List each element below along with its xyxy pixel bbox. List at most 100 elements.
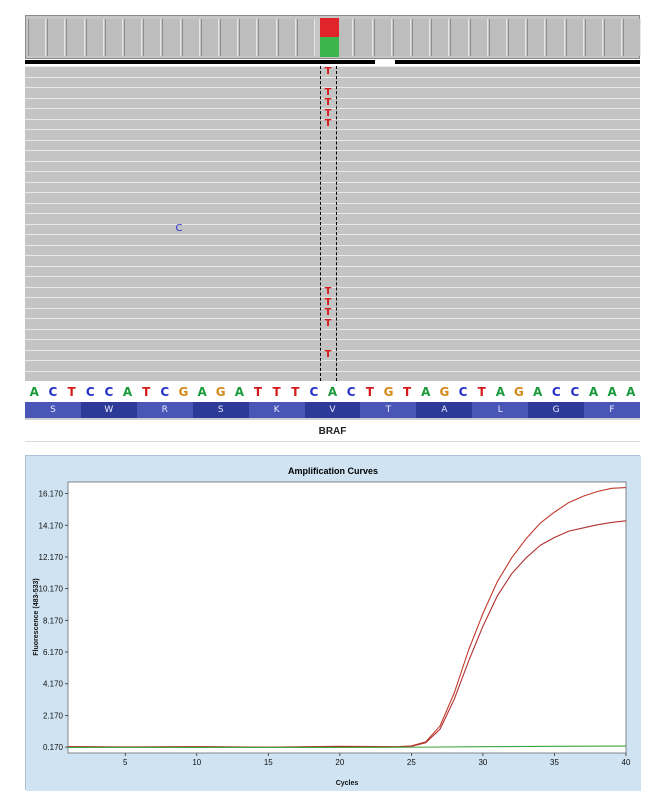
reference-base: A: [197, 385, 207, 399]
coverage-bar: [508, 19, 527, 56]
read-row[interactable]: [25, 339, 640, 350]
reference-base: C: [551, 385, 561, 399]
reference-base: A: [532, 385, 543, 399]
coverage-bar: [450, 19, 469, 56]
coverage-bar: [527, 19, 546, 56]
amino-acid-cell: T: [360, 402, 417, 418]
read-row[interactable]: [25, 150, 640, 161]
read-row[interactable]: [25, 349, 640, 360]
coverage-bar: [104, 19, 123, 56]
separator-gap: [375, 60, 395, 64]
read-row[interactable]: [25, 87, 640, 98]
reference-base: T: [477, 385, 486, 399]
amino-acid-cell: G: [528, 402, 585, 418]
read-row[interactable]: [25, 297, 640, 308]
reference-base: C: [104, 385, 114, 399]
reference-base: A: [421, 385, 431, 399]
chart-title: Amplification Curves: [288, 466, 378, 476]
coverage-ref-allele[interactable]: [320, 37, 339, 57]
reference-base: A: [607, 385, 617, 399]
read-row[interactable]: [25, 360, 640, 371]
coverage-bar: [258, 19, 277, 56]
read-row[interactable]: [25, 181, 640, 192]
read-row[interactable]: [25, 307, 640, 318]
read-row[interactable]: [25, 234, 640, 245]
read-row[interactable]: [25, 139, 640, 150]
read-row[interactable]: [25, 318, 640, 329]
reference-base: A: [626, 385, 636, 399]
gene-label[interactable]: BRAF: [318, 426, 347, 437]
coverage-track[interactable]: [25, 15, 642, 59]
read-row[interactable]: [25, 129, 640, 140]
x-tick-label: 40: [622, 758, 631, 767]
mismatch-base: T: [324, 296, 332, 308]
y-tick-label: 10.170: [39, 585, 64, 594]
read-row[interactable]: [25, 276, 640, 287]
read-row[interactable]: [25, 108, 640, 119]
read-row[interactable]: [25, 223, 640, 234]
coverage-bar: [220, 19, 239, 56]
coverage-bar: [431, 19, 450, 56]
x-tick-label: 20: [335, 758, 344, 767]
read-row[interactable]: [25, 370, 640, 381]
reference-base: C: [570, 385, 580, 399]
coverage-bar: [143, 19, 162, 56]
read-row[interactable]: [25, 66, 640, 77]
x-tick-label: 15: [264, 758, 273, 767]
reference-base: A: [122, 385, 133, 399]
amino-acid-cell: L: [472, 402, 529, 418]
coverage-bar: [584, 19, 603, 56]
read-row[interactable]: [25, 97, 640, 108]
coverage-bar: [469, 19, 488, 56]
mismatch-base: T: [324, 307, 332, 318]
coverage-bar: [354, 19, 373, 56]
y-tick-label: 6.170: [43, 648, 64, 657]
coverage-bar: [66, 19, 85, 56]
reference-base: T: [142, 385, 151, 399]
reference-base: C: [48, 385, 58, 399]
mismatch-base: T: [324, 286, 332, 297]
reference-base: A: [495, 385, 505, 399]
coverage-bar: [85, 19, 104, 56]
x-tick-label: 35: [550, 758, 559, 767]
read-row[interactable]: [25, 160, 640, 171]
x-tick-label: 25: [407, 758, 416, 767]
amino-acid-cell: K: [248, 402, 305, 418]
read-row[interactable]: [25, 171, 640, 182]
reference-base: T: [365, 385, 374, 399]
coverage-bar: [239, 19, 258, 56]
coverage-bar: [373, 19, 392, 56]
read-row[interactable]: [25, 286, 640, 297]
y-tick-label: 12.170: [39, 553, 64, 562]
x-axis-title: Cycles: [336, 780, 359, 787]
coverage-alt-allele[interactable]: [320, 18, 339, 37]
coverage-bar: [604, 19, 623, 56]
x-tick-label: 5: [123, 758, 128, 767]
coverage-bar: [488, 19, 507, 56]
gene-baseline: [25, 441, 640, 442]
read-row[interactable]: [25, 265, 640, 276]
read-row[interactable]: [25, 76, 640, 87]
reference-base: G: [383, 385, 394, 399]
x-tick-label: 10: [192, 758, 201, 767]
reference-base: A: [588, 385, 599, 399]
mismatch-base: C: [175, 223, 183, 234]
amplification-curve-3: [68, 745, 627, 749]
read-row[interactable]: [25, 328, 640, 339]
reference-base: C: [346, 385, 356, 399]
coverage-bar: [623, 19, 642, 56]
amino-acid-cell: F: [584, 402, 640, 418]
read-row[interactable]: [25, 202, 640, 213]
read-row[interactable]: [25, 244, 640, 255]
mismatch-base: T: [324, 97, 332, 108]
y-tick-label: 4.170: [43, 680, 64, 689]
read-row[interactable]: [25, 213, 640, 224]
plot-area: [67, 481, 627, 754]
read-row[interactable]: [25, 118, 640, 129]
reference-base: T: [291, 385, 300, 399]
read-row[interactable]: [25, 192, 640, 203]
read-row[interactable]: [25, 255, 640, 266]
